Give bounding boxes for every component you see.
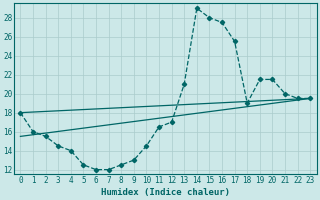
X-axis label: Humidex (Indice chaleur): Humidex (Indice chaleur) (101, 188, 230, 197)
